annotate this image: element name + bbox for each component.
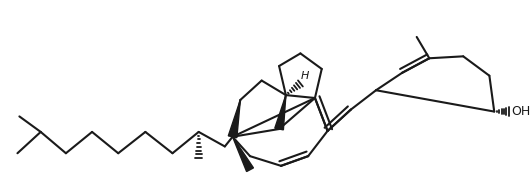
Polygon shape: [233, 137, 253, 172]
Text: OH: OH: [511, 105, 530, 118]
Text: H: H: [301, 71, 310, 81]
Polygon shape: [275, 95, 286, 130]
Polygon shape: [228, 100, 240, 138]
